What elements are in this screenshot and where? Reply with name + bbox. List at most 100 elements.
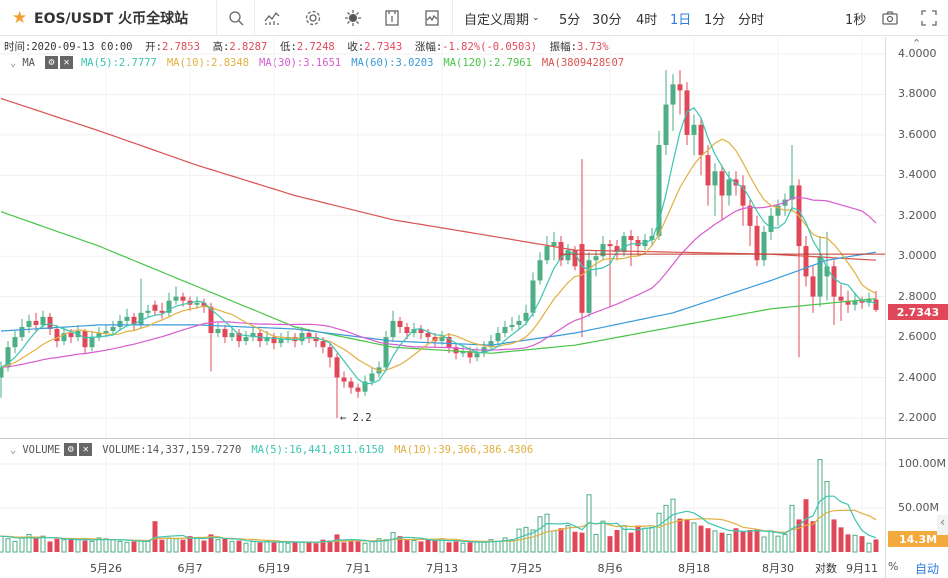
candle-body	[173, 296, 179, 301]
volume-tick-label: 50.00M	[898, 501, 939, 514]
ma-settings-icon[interactable]: ⚙	[44, 56, 58, 69]
volume-bar	[600, 520, 606, 553]
volume-bar	[390, 532, 396, 553]
candle-body	[761, 231, 767, 261]
collapse-icon[interactable]: ⌄	[10, 443, 17, 456]
volume-bar	[110, 539, 116, 553]
candle-body	[565, 250, 571, 261]
candle-body	[733, 179, 739, 186]
log-scale-toggle[interactable]: 对数	[815, 562, 837, 575]
price-tick-label: 3.2000	[898, 208, 937, 222]
candle-body	[817, 256, 823, 297]
fullscreen-icon[interactable]	[920, 0, 938, 36]
candle-body	[264, 337, 270, 342]
volume-bar	[810, 521, 816, 552]
volume-bar	[705, 528, 711, 552]
candle-body	[306, 333, 312, 338]
indicator-icon[interactable]	[263, 0, 281, 36]
ma-close-icon[interactable]: ✕	[59, 56, 73, 69]
scroll-up-icon[interactable]: ⌃	[912, 37, 922, 47]
candle-body	[768, 215, 774, 232]
candle-body	[152, 304, 158, 311]
volume-bar	[166, 537, 172, 553]
percent-scale-toggle[interactable]: %	[888, 560, 899, 573]
volume-bar	[131, 541, 137, 552]
period-1m[interactable]: 1分	[704, 12, 726, 28]
star-icon[interactable]: ★	[12, 8, 28, 28]
volume-bar	[264, 540, 270, 553]
volume-bar	[173, 538, 179, 553]
volume-bar	[649, 526, 655, 553]
collapse-panel-icon[interactable]: ‹	[937, 515, 948, 535]
candle-body	[551, 242, 557, 247]
price-tick-label: 4.0000	[898, 47, 937, 60]
chart-type-icon[interactable]	[423, 0, 441, 36]
volume-bar	[558, 528, 564, 552]
candlestick-chart[interactable]	[0, 0, 885, 578]
volume-bar	[257, 542, 263, 552]
volume-bar	[572, 531, 578, 552]
candle-body	[635, 240, 641, 247]
volume-bar	[684, 519, 690, 552]
theme-icon[interactable]	[344, 0, 362, 36]
candle-body	[383, 337, 389, 368]
volume-bar	[124, 541, 130, 553]
volume-bar	[425, 539, 431, 552]
candle-body	[54, 328, 60, 342]
candle-body	[523, 312, 529, 321]
volume-bar	[96, 537, 102, 553]
volume-bar	[579, 532, 585, 552]
candle-body	[418, 328, 424, 334]
candle-body	[166, 300, 172, 313]
volume-bar	[726, 533, 732, 553]
ma5-line	[0, 107, 877, 385]
volume-bar	[299, 541, 305, 553]
volume-bar	[733, 528, 739, 552]
candle-body	[33, 320, 39, 325]
collapse-icon[interactable]: ⌄	[10, 56, 17, 69]
camera-icon[interactable]	[881, 0, 899, 36]
toolbar: ★ EOS/USDT 火币全球站 自定义周期 ⌄ 5分 30分 4时 1日 1分 …	[0, 0, 948, 36]
volume-bar	[243, 542, 249, 553]
candle-body	[194, 302, 200, 305]
search-icon[interactable]	[227, 0, 245, 36]
candle-body	[488, 341, 494, 348]
candle-body	[145, 310, 151, 313]
volume-settings-icon[interactable]: ⚙	[64, 443, 78, 456]
volume-bar	[215, 539, 221, 553]
volume-legend: ⌄ VOLUME ⚙ ✕ VOLUME:14,337,159.7270 MA(5)…	[10, 443, 534, 456]
period-4h[interactable]: 4时	[636, 12, 658, 28]
volume-bar	[474, 540, 480, 553]
candle-body	[439, 337, 445, 342]
period-timeline[interactable]: 分时	[738, 12, 765, 28]
custom-period-dropdown[interactable]: 自定义周期 ⌄	[464, 0, 540, 36]
volume-bar	[320, 539, 326, 552]
volume-bar	[187, 536, 193, 552]
date-tick-label: 8月18	[678, 562, 710, 575]
candle-body	[789, 185, 795, 200]
volume-bar	[614, 530, 620, 552]
period-1s[interactable]: 1秒	[845, 12, 867, 28]
layout-icon[interactable]	[383, 0, 401, 36]
volume-bar	[362, 542, 368, 553]
settings-icon[interactable]	[304, 0, 322, 36]
candle-body	[628, 235, 634, 241]
volume-bar	[33, 537, 39, 552]
volume-bar	[117, 540, 123, 553]
volume-bar	[761, 536, 767, 553]
volume-bar	[208, 534, 214, 552]
volume-close-icon[interactable]: ✕	[79, 443, 93, 456]
volume-bar	[47, 541, 53, 552]
candle-body	[19, 326, 25, 338]
price-axis[interactable]	[885, 37, 948, 578]
auto-scale-toggle[interactable]: 自动	[915, 562, 940, 576]
ma380-line	[0, 97, 877, 261]
period-5m[interactable]: 5分	[559, 12, 581, 28]
candle-body	[726, 179, 732, 196]
period-1d[interactable]: 1日	[670, 12, 692, 28]
candle-body	[593, 256, 599, 261]
chevron-down-icon: ⌄	[532, 13, 540, 23]
candle-body	[390, 320, 396, 338]
volume-bar	[544, 513, 550, 553]
period-30m[interactable]: 30分	[592, 12, 622, 28]
